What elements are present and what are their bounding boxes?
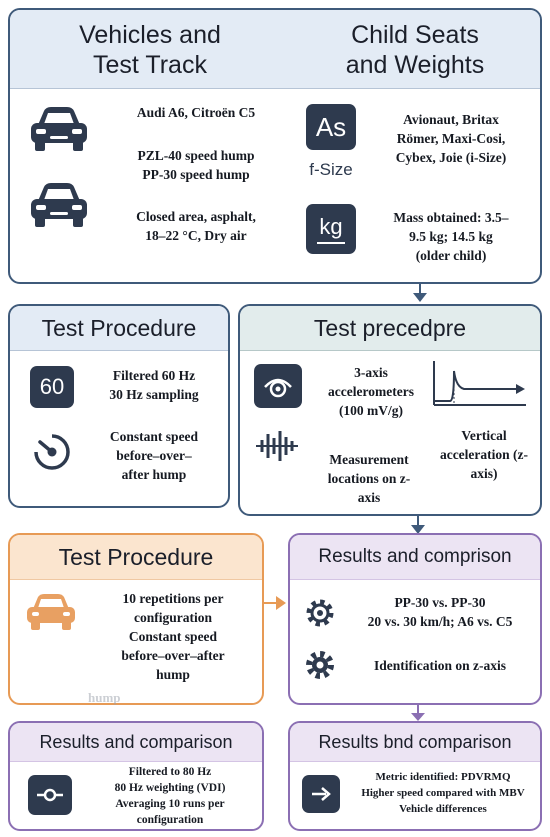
arrow-right-icon <box>302 775 340 813</box>
results-comprison-title: Results and comprison <box>318 546 512 567</box>
as-tile-icon: As <box>306 104 356 150</box>
car-icon <box>22 589 80 635</box>
car-icon <box>24 178 94 232</box>
speedometer-icon <box>28 428 76 476</box>
accelerometer-icon <box>254 364 302 408</box>
row4-right-header-band <box>290 723 540 762</box>
filtered-weighting-text: Filtered to 80 Hz 80 Hz weighting (VDI) … <box>114 766 226 826</box>
test-area-text: Closed area, asphalt, 18–22 °C, Dry air <box>136 209 256 243</box>
kg-underline <box>317 241 345 244</box>
mid-left-header-band <box>10 306 228 351</box>
flow-arrow <box>413 284 427 302</box>
results-comparison-left-panel: Results and comparison Filtered to 80 Hz… <box>8 721 264 831</box>
test-precedpre-title: Test precedpre <box>313 315 467 341</box>
speed-humps-text: PZL-40 speed hump PP-30 speed hump <box>137 148 255 182</box>
flow-arrow <box>411 516 425 534</box>
vehicles-track-title: Vehicles and Test Track <box>79 21 221 79</box>
sixty-tile-icon: 60 <box>30 366 74 408</box>
test-procedure-panel: Test Procedure 60 Filtered 60 Hz 30 Hz s… <box>8 304 230 508</box>
results-bnd-comparison-panel: Results bnd comparison Metric identified… <box>288 721 542 831</box>
results-bnd-comparison-title: Results bnd comparison <box>318 732 512 752</box>
results-comparison-left-title: Results and comparison <box>39 732 233 752</box>
kg-weight-icon: kg <box>306 204 356 254</box>
link-node-icon <box>28 775 72 815</box>
metric-identified-text: Metric identified: PDVRMQ Higher speed c… <box>361 771 525 815</box>
constant-speed-text: Constant speed before–over– after hump <box>109 429 199 482</box>
measurement-locations-text: Measurement locations on z- axis <box>327 452 411 505</box>
orange-header-band <box>10 535 262 580</box>
vehicles-text: Audi A6, Citroën C5 <box>136 105 256 120</box>
ghost-hump-text: hump <box>88 690 121 705</box>
repetitions-text: 10 repetitions per configuration Constan… <box>121 591 225 682</box>
gear-icon <box>300 645 340 685</box>
mass-text: Mass obtained: 3.5– 9.5 kg; 14.5 kg (old… <box>393 210 509 263</box>
child-seats-title: Child Seats and Weights <box>345 21 485 79</box>
results-comprison-panel: Results and comprison PP-30 vs. PP-30 20… <box>288 533 542 705</box>
fsize-label: f-Size <box>309 160 353 179</box>
purple-header-band <box>290 535 540 580</box>
filter-sampling-text: Filtered 60 Hz 30 Hz sampling <box>109 368 199 402</box>
accelerometers-text: 3-axis accelerometers (100 mV/g) <box>328 365 414 418</box>
orange-test-procedure-title: Test Procedure <box>58 544 214 570</box>
vehicles-seats-panel: Vehicles and Test Track Child Seats and … <box>8 8 542 284</box>
waveform-icon <box>252 426 302 466</box>
acceleration-graph-icon <box>428 358 532 414</box>
test-procedure-title: Test Procedure <box>41 315 197 341</box>
top-header-band <box>10 10 540 89</box>
orange-test-procedure-panel: Test Procedure 10 repetitions per config… <box>8 533 264 705</box>
flow-arrow <box>411 705 425 721</box>
kg-label: kg <box>319 213 343 239</box>
flow-arrow <box>264 596 286 610</box>
row4-left-header-band <box>10 723 262 762</box>
identification-text: Identification on z-axis <box>373 658 506 673</box>
child-seats-text: Avionaut, Britax Römer, Maxi-Cosi, Cybex… <box>395 112 507 165</box>
gear-icon <box>300 593 340 633</box>
car-icon <box>24 102 94 156</box>
test-precedpre-panel: Test precedpre 3-axis accelerometers (10… <box>238 304 542 516</box>
mid-right-header-band <box>240 306 540 351</box>
comparison-text: PP-30 vs. PP-30 20 vs. 30 km/h; A6 vs. C… <box>367 595 513 629</box>
vertical-acceleration-text: Vertical acceleration (z- axis) <box>439 428 529 481</box>
